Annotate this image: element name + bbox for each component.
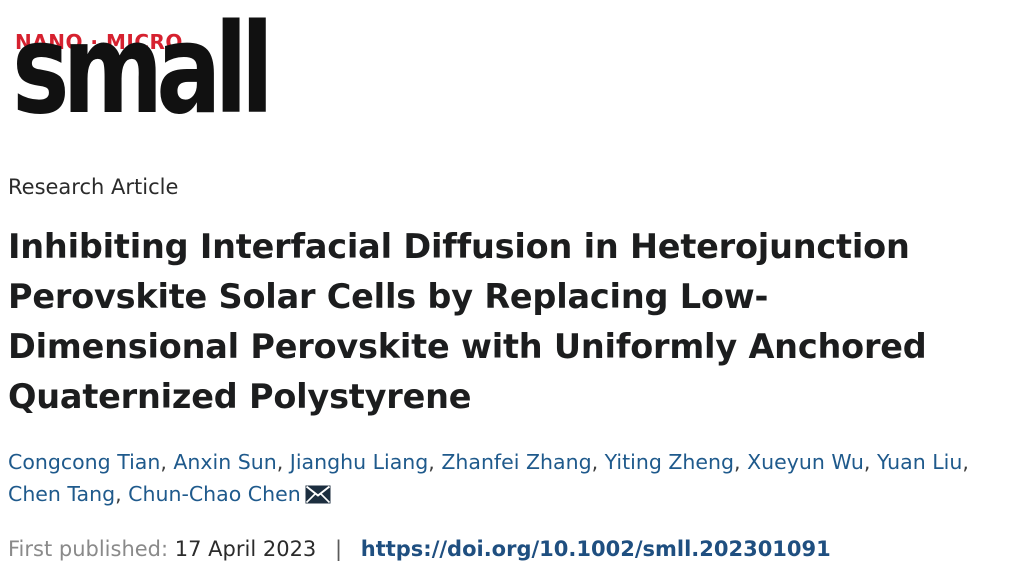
- publication-info: First published: 17 April 2023 | https:/…: [8, 537, 831, 561]
- author-link[interactable]: Anxin Sun: [173, 450, 277, 474]
- author-link[interactable]: Yiting Zheng: [604, 450, 735, 474]
- published-label: First published:: [8, 537, 169, 561]
- doi-link[interactable]: https://doi.org/10.1002/smll.202301091: [360, 537, 831, 561]
- author-link[interactable]: Chen Tang: [8, 482, 116, 506]
- author-link-corresponding[interactable]: Chun-Chao Chen: [128, 482, 301, 506]
- author-link[interactable]: Zhanfei Zhang: [441, 450, 592, 474]
- separator: |: [334, 537, 343, 561]
- article-type: Research Article: [8, 175, 179, 199]
- author-list: Congcong Tian, Anxin Sun, Jianghu Liang,…: [8, 446, 1003, 513]
- article-title: Inhibiting Interfacial Diffusion in Hete…: [8, 227, 927, 416]
- author-link[interactable]: Xueyun Wu: [747, 450, 864, 474]
- author-link[interactable]: Congcong Tian: [8, 450, 161, 474]
- journal-logo-wordmark: small: [12, 0, 274, 142]
- author-link[interactable]: Yuan Liu: [876, 450, 963, 474]
- envelope-icon[interactable]: [305, 481, 331, 513]
- author-link[interactable]: Jianghu Liang: [289, 450, 429, 474]
- journal-logo-tagline: NANO · MICRO: [15, 30, 183, 54]
- published-date: 17 April 2023: [174, 537, 317, 561]
- journal-logo[interactable]: NANO · MICRO small: [12, 8, 274, 136]
